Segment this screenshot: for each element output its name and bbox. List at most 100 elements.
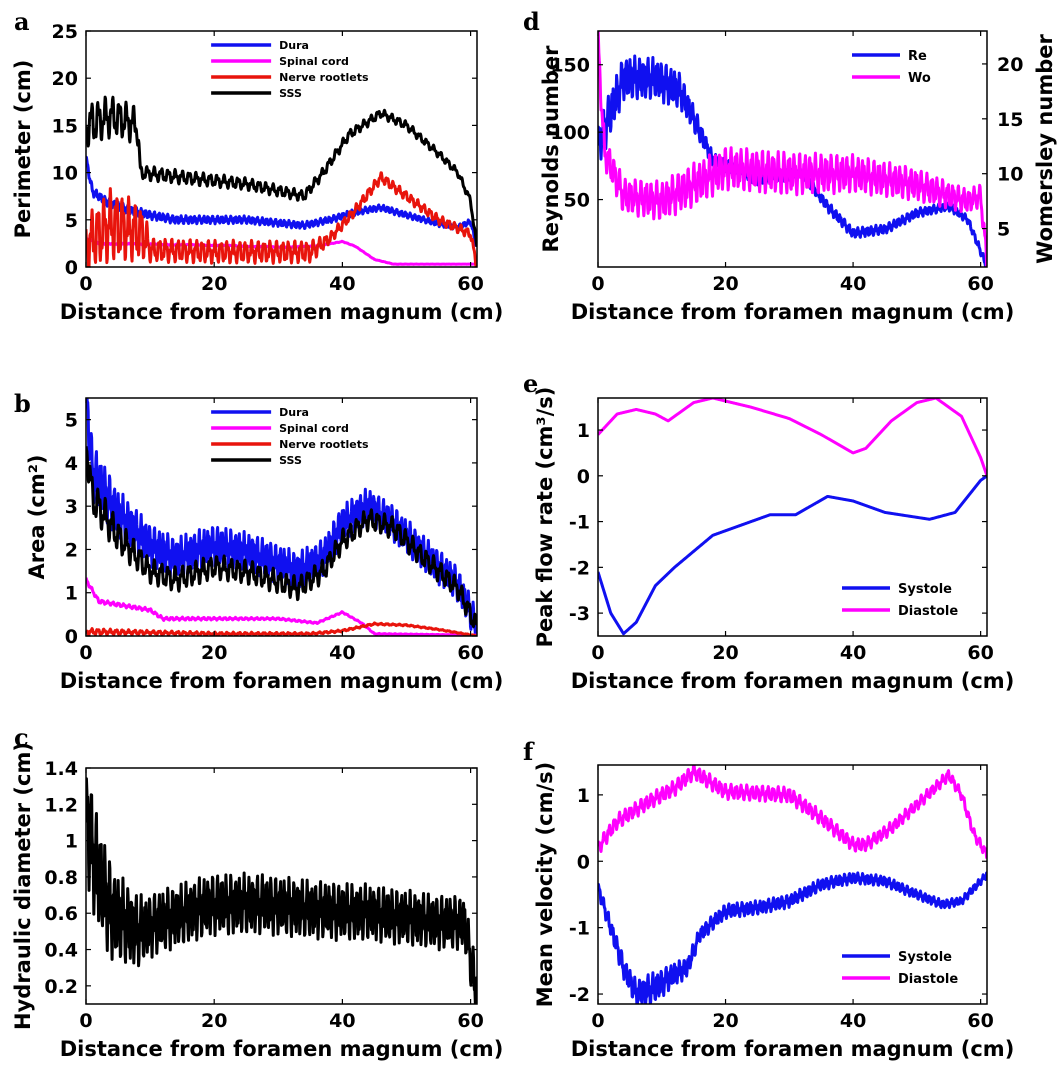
series-line-main xyxy=(86,777,477,1004)
panel-letter: f xyxy=(523,737,535,766)
x-tick-label: 20 xyxy=(712,273,738,295)
y-tick-label: 25 xyxy=(52,21,78,43)
plot-frame xyxy=(85,767,478,1005)
legend-label: Nerve rootlets xyxy=(279,438,369,451)
y-axis-label: Area (cm²) xyxy=(25,454,49,579)
series-line-diastole xyxy=(598,765,987,859)
x-tick-label: 0 xyxy=(591,1010,604,1032)
series-line-dura xyxy=(86,155,477,248)
x-tick-label: 60 xyxy=(967,273,993,295)
x-tick-label: 0 xyxy=(591,273,604,295)
x-axis-label: Distance from foramen magnum (cm) xyxy=(571,1037,1015,1061)
legend-label: SSS xyxy=(279,87,302,100)
y-tick-label: 100 xyxy=(550,122,590,144)
panel-c: 0 20 40 60 0.2 0.4 0.6 0.8 1 1.2 1.4 Distance from … xyxy=(11,723,503,1061)
y-tick-label: 1 xyxy=(577,420,590,442)
y-axis-label: Hydraulic diameter (cm) xyxy=(11,742,35,1030)
x-axis-label: Distance from foramen magnum (cm) xyxy=(60,1037,504,1061)
y-tick-label: 150 xyxy=(550,55,590,77)
y-tick-label: 0.2 xyxy=(44,976,78,998)
y-tick-label: 50 xyxy=(564,190,590,212)
series-line-systole xyxy=(598,871,987,1004)
legend-label: Diastole xyxy=(898,604,958,619)
legend: Re Wo xyxy=(852,49,931,86)
y-tick-label: 1.2 xyxy=(44,794,78,816)
y-right-tick-label: 5 xyxy=(997,219,1010,241)
legend: Dura Spinal cord Nerve rootlets SSS xyxy=(211,39,369,100)
x-tick-label: 0 xyxy=(79,273,92,295)
y-tick-label: 10 xyxy=(52,163,78,185)
legend-label: Dura xyxy=(279,39,309,52)
plot-frame xyxy=(597,397,988,637)
y-tick-label: -2 xyxy=(569,557,590,579)
y-tick-label: 0.6 xyxy=(44,903,78,925)
series-group xyxy=(86,777,477,1004)
x-axis-label: Distance from foramen magnum (cm) xyxy=(571,300,1015,324)
series-line-systole xyxy=(598,474,987,636)
x-tick-label: 60 xyxy=(457,1010,483,1032)
series-line-nerve-rootlets xyxy=(86,171,477,267)
y-tick-label: -2 xyxy=(569,984,590,1006)
panel-f: 0 20 40 60 -2 -1 0 1 Distance from foramen magnu… xyxy=(523,737,1014,1061)
y-tick-label: 0.4 xyxy=(44,940,78,962)
plot-frame xyxy=(597,30,988,268)
y-axis-label-right: Womersley number xyxy=(1033,34,1057,264)
x-axis-label: Distance from foramen magnum (cm) xyxy=(571,669,1015,693)
series-group xyxy=(86,398,477,636)
y-tick-label: 1 xyxy=(65,583,78,605)
y-tick-label: 1 xyxy=(65,831,78,853)
x-tick-label: 40 xyxy=(840,642,866,664)
legend: Systole Diastole xyxy=(842,950,958,987)
series-line-dura xyxy=(86,398,477,636)
y-tick-label: 2 xyxy=(65,539,78,561)
panel-letter: a xyxy=(14,7,30,36)
legend-label: SSS xyxy=(279,454,302,467)
x-tick-label: 0 xyxy=(79,642,92,664)
legend-label: Dura xyxy=(279,406,309,419)
series-line-sss xyxy=(86,95,477,247)
x-tick-label: 60 xyxy=(457,642,483,664)
x-tick-label: 60 xyxy=(967,642,993,664)
y-tick-label: 5 xyxy=(65,410,78,432)
panel-d: 0 20 40 60 50 100 150 5 10 15 20 Distance from fora… xyxy=(523,7,1057,324)
legend-label: Spinal cord xyxy=(279,422,349,435)
series-group xyxy=(598,398,987,636)
plot-frame xyxy=(597,764,988,1005)
y-tick-label: 5 xyxy=(65,210,78,232)
y-tick-label: 4 xyxy=(65,453,78,475)
x-tick-label: 40 xyxy=(840,273,866,295)
y-right-tick-label: 10 xyxy=(997,164,1023,186)
y-tick-label: 20 xyxy=(52,68,78,90)
panel-letter: b xyxy=(14,389,31,418)
y-tick-label: 0 xyxy=(65,257,78,279)
legend-label: Spinal cord xyxy=(279,55,349,68)
x-tick-label: 20 xyxy=(201,642,227,664)
y-axis-label: Reynolds number xyxy=(539,45,563,253)
y-tick-label: 0 xyxy=(577,851,590,873)
panel-letter: c xyxy=(14,723,29,752)
series-line-spinal-cord xyxy=(86,577,477,636)
legend: Systole Diastole xyxy=(842,582,958,619)
y-tick-label: 1.4 xyxy=(44,758,78,780)
y-axis-label: Peak flow rate (cm³/s) xyxy=(533,387,557,648)
x-tick-label: 20 xyxy=(201,1010,227,1032)
x-tick-label: 60 xyxy=(457,273,483,295)
panel-letter: e xyxy=(523,369,538,398)
x-axis-label: Distance from foramen magnum (cm) xyxy=(60,669,504,693)
x-tick-label: 40 xyxy=(329,1010,355,1032)
y-tick-label: -3 xyxy=(569,603,590,625)
x-tick-label: 20 xyxy=(712,642,738,664)
x-axis-label: Distance from foramen magnum (cm) xyxy=(60,300,504,324)
panel-e: 0 20 40 60 -3 -2 -1 0 1 Distance from foramen mag… xyxy=(523,369,1014,693)
series-group xyxy=(598,31,987,267)
x-tick-label: 0 xyxy=(591,642,604,664)
y-axis-label: Mean velocity (cm/s) xyxy=(533,762,557,1008)
series-line-sss xyxy=(86,446,477,628)
legend-label: Diastole xyxy=(898,972,958,987)
y-tick-label: -1 xyxy=(569,918,590,940)
y-axis-label: Perimeter (cm) xyxy=(11,60,35,239)
x-tick-label: 40 xyxy=(329,642,355,664)
y-right-tick-label: 20 xyxy=(997,54,1023,76)
legend: Dura Spinal cord Nerve rootlets SSS xyxy=(211,406,369,467)
